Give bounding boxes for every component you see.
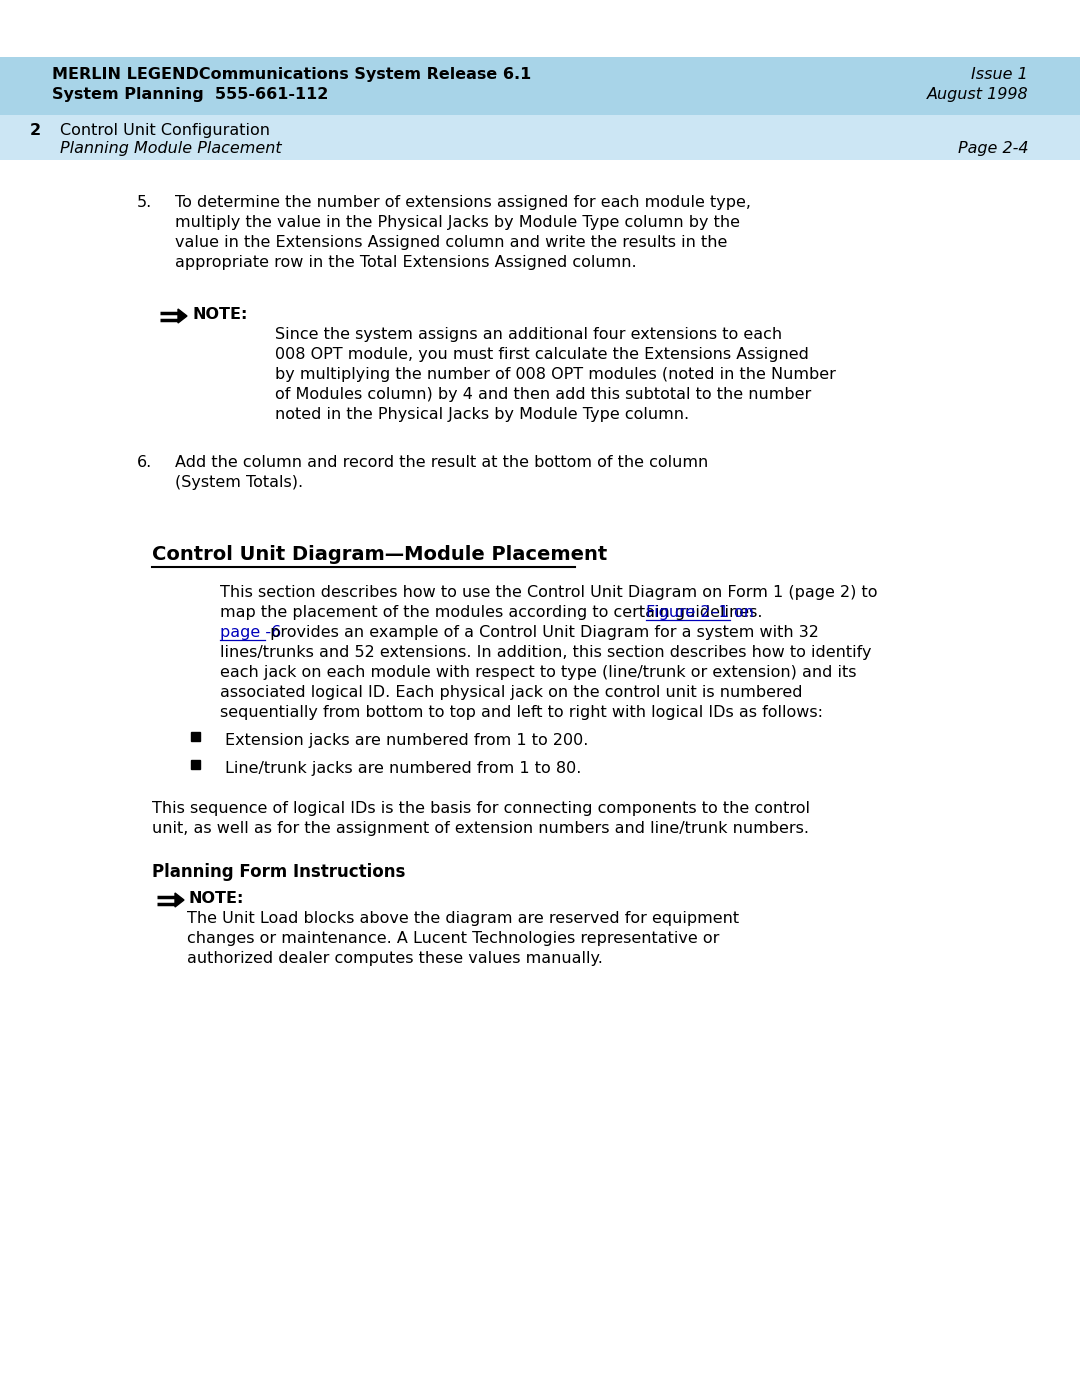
Text: Planning Form Instructions: Planning Form Instructions [152,863,405,882]
Text: authorized dealer computes these values manually.: authorized dealer computes these values … [187,951,603,965]
Text: by multiplying the number of 008 OPT modules (noted in the Number: by multiplying the number of 008 OPT mod… [275,367,836,381]
Text: Planning Module Placement: Planning Module Placement [60,141,282,156]
Text: August 1998: August 1998 [927,87,1028,102]
Text: (System Totals).: (System Totals). [175,475,303,490]
Text: sequentially from bottom to top and left to right with logical IDs as follows:: sequentially from bottom to top and left… [220,705,823,719]
Text: associated logical ID. Each physical jack on the control unit is numbered: associated logical ID. Each physical jac… [220,685,802,700]
Text: The Unit Load blocks above the diagram are reserved for equipment: The Unit Load blocks above the diagram a… [187,911,739,926]
Text: unit, as well as for the assignment of extension numbers and line/trunk numbers.: unit, as well as for the assignment of e… [152,821,809,835]
Text: page -6: page -6 [220,624,281,640]
Text: NOTE:: NOTE: [192,307,247,321]
Text: of Modules column) by 4 and then add this subtotal to the number: of Modules column) by 4 and then add thi… [275,387,811,402]
Text: provides an example of a Control Unit Diagram for a system with 32: provides an example of a Control Unit Di… [266,624,819,640]
Text: Add the column and record the result at the bottom of the column: Add the column and record the result at … [175,455,708,469]
Text: Issue 1: Issue 1 [971,67,1028,82]
Text: Control Unit Configuration: Control Unit Configuration [60,123,270,138]
Text: This sequence of logical IDs is the basis for connecting components to the contr: This sequence of logical IDs is the basi… [152,800,810,816]
Text: map the placement of the modules according to certain guidelines.: map the placement of the modules accordi… [220,605,768,620]
Text: 2: 2 [30,123,41,138]
Text: 5.: 5. [137,196,152,210]
Polygon shape [175,893,184,907]
Text: NOTE:: NOTE: [189,891,244,907]
Text: 6.: 6. [137,455,152,469]
Text: MERLIN LEGENDCommunications System Release 6.1: MERLIN LEGENDCommunications System Relea… [52,67,531,82]
Text: System Planning  555-661-112: System Planning 555-661-112 [52,87,328,102]
Text: Line/trunk jacks are numbered from 1 to 80.: Line/trunk jacks are numbered from 1 to … [225,761,581,775]
Text: Control Unit Diagram—Module Placement: Control Unit Diagram—Module Placement [152,545,607,564]
Text: This section describes how to use the Control Unit Diagram on Form 1 (page 2) to: This section describes how to use the Co… [220,585,877,599]
Bar [0,57,1080,115]
Text: multiply the value in the Physical Jacks by Module Type column by the: multiply the value in the Physical Jacks… [175,215,740,231]
Bar [190,760,200,768]
Text: each jack on each module with respect to type (line/trunk or extension) and its: each jack on each module with respect to… [220,665,856,680]
Text: appropriate row in the Total Extensions Assigned column.: appropriate row in the Total Extensions … [175,256,636,270]
Bar [190,732,200,740]
Bar [0,115,1080,161]
Text: value in the Extensions Assigned column and write the results in the: value in the Extensions Assigned column … [175,235,727,250]
Text: Since the system assigns an additional four extensions to each: Since the system assigns an additional f… [275,327,782,342]
Text: 008 OPT module, you must first calculate the Extensions Assigned: 008 OPT module, you must first calculate… [275,346,809,362]
Text: Extension jacks are numbered from 1 to 200.: Extension jacks are numbered from 1 to 2… [225,733,589,747]
Text: To determine the number of extensions assigned for each module type,: To determine the number of extensions as… [175,196,751,210]
Text: Page 2-4: Page 2-4 [958,141,1028,156]
Text: Figure 2–1 on: Figure 2–1 on [646,605,754,620]
Polygon shape [178,309,187,323]
Text: noted in the Physical Jacks by Module Type column.: noted in the Physical Jacks by Module Ty… [275,407,689,422]
Text: changes or maintenance. A Lucent Technologies representative or: changes or maintenance. A Lucent Technol… [187,930,719,946]
Text: lines/trunks and 52 extensions. In addition, this section describes how to ident: lines/trunks and 52 extensions. In addit… [220,645,872,659]
